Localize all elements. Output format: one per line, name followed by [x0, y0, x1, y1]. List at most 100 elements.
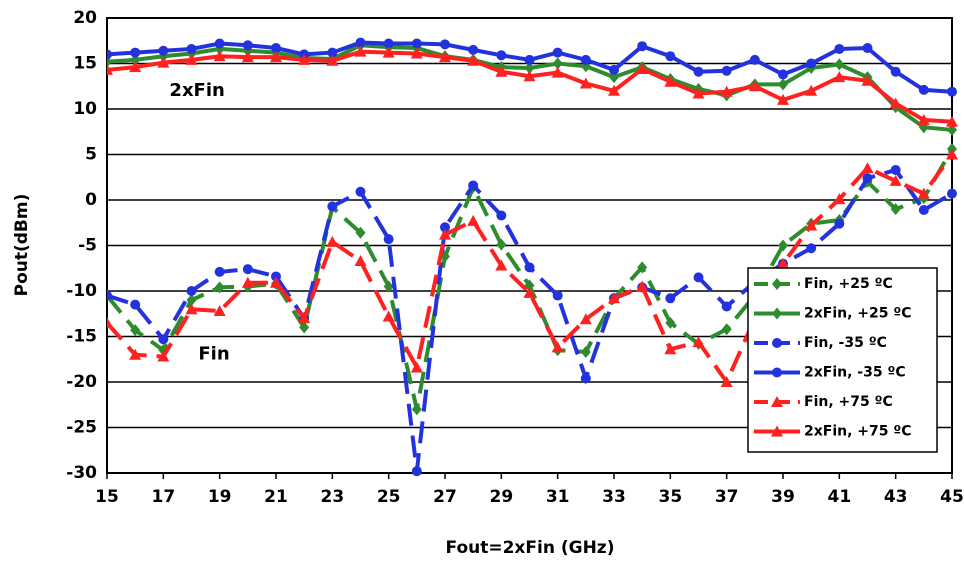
- marker: [862, 43, 873, 54]
- marker: [270, 51, 282, 63]
- marker: [637, 261, 648, 274]
- marker: [608, 84, 620, 96]
- marker: [720, 85, 733, 97]
- x-tick-label: 33: [602, 487, 626, 507]
- x-tick-label: 23: [320, 487, 344, 507]
- x-tick-label: 29: [489, 487, 513, 507]
- marker: [299, 321, 310, 334]
- y-tick-label: 10: [73, 99, 97, 119]
- x-tick-label: 17: [151, 487, 175, 507]
- marker: [468, 44, 479, 55]
- y-tick-label: -5: [78, 236, 97, 256]
- marker: [495, 259, 508, 271]
- marker: [130, 47, 141, 58]
- marker: [947, 188, 957, 199]
- marker: [665, 316, 676, 329]
- x-axis-title: Fout=2xFin (GHz): [446, 538, 615, 558]
- marker: [298, 53, 311, 65]
- marker: [771, 396, 783, 407]
- series: [107, 45, 958, 127]
- marker: [383, 38, 394, 49]
- marker: [355, 37, 366, 48]
- marker: [917, 187, 930, 199]
- x-tick-label: 31: [546, 487, 570, 507]
- marker: [496, 238, 507, 251]
- legend-label: 2xFin, -35 ºC: [804, 365, 906, 381]
- marker: [861, 162, 874, 174]
- marker: [833, 71, 846, 83]
- marker: [947, 123, 957, 136]
- legend-label: 2xFin, +25 ºC: [804, 306, 912, 322]
- marker: [889, 97, 902, 109]
- marker: [693, 66, 704, 77]
- annotation: 2xFin: [169, 80, 224, 101]
- marker: [778, 239, 788, 252]
- marker: [889, 174, 902, 186]
- marker: [806, 58, 817, 69]
- marker: [355, 226, 366, 239]
- marker: [354, 45, 367, 57]
- marker: [214, 266, 225, 277]
- marker: [665, 293, 676, 304]
- marker: [524, 262, 535, 273]
- x-tick-label: 25: [377, 487, 401, 507]
- marker: [918, 84, 929, 95]
- marker: [551, 66, 564, 78]
- annotation: Fin: [198, 344, 229, 365]
- marker: [665, 51, 676, 62]
- y-tick-label: -10: [66, 281, 97, 301]
- marker: [355, 186, 366, 197]
- x-tick-label: 15: [95, 487, 119, 507]
- y-tick-label: -20: [66, 372, 97, 392]
- marker: [579, 77, 592, 89]
- marker: [551, 341, 564, 353]
- y-tick-label: -30: [66, 463, 97, 483]
- x-tick-label: 37: [715, 487, 739, 507]
- marker: [496, 50, 507, 61]
- marker: [834, 58, 845, 71]
- marker: [805, 84, 818, 96]
- marker: [186, 286, 197, 296]
- marker: [523, 286, 536, 298]
- marker: [107, 290, 112, 301]
- marker: [720, 376, 733, 387]
- marker: [214, 281, 225, 294]
- y-axis-title: Pout(dBm): [12, 194, 32, 297]
- marker: [862, 173, 873, 184]
- marker: [890, 164, 901, 175]
- legend-box: [747, 267, 938, 453]
- marker: [778, 69, 788, 80]
- marker: [298, 312, 311, 324]
- marker: [580, 60, 591, 73]
- marker: [608, 292, 620, 304]
- marker: [186, 294, 197, 307]
- marker: [327, 201, 338, 212]
- marker: [410, 47, 423, 59]
- marker: [185, 303, 198, 315]
- marker: [327, 47, 338, 58]
- marker: [129, 348, 142, 360]
- legend-label: Fin, -35 ºC: [804, 335, 887, 351]
- marker: [382, 310, 395, 322]
- marker: [890, 203, 901, 216]
- marker: [721, 301, 732, 312]
- x-tick-label: 27: [433, 487, 457, 507]
- marker: [467, 54, 480, 66]
- marker: [805, 219, 818, 231]
- marker: [609, 64, 619, 75]
- marker: [772, 278, 782, 290]
- marker: [411, 403, 422, 416]
- marker: [158, 45, 169, 56]
- marker: [749, 54, 760, 65]
- marker: [579, 313, 592, 325]
- marker: [580, 54, 591, 65]
- x-tick-label: 45: [940, 487, 964, 507]
- marker: [834, 43, 845, 54]
- plot-border: [106, 17, 953, 474]
- marker: [636, 280, 649, 292]
- marker: [946, 115, 958, 127]
- y-tick-label: 5: [85, 145, 97, 165]
- marker: [186, 43, 197, 54]
- marker: [524, 54, 535, 65]
- marker: [748, 80, 761, 92]
